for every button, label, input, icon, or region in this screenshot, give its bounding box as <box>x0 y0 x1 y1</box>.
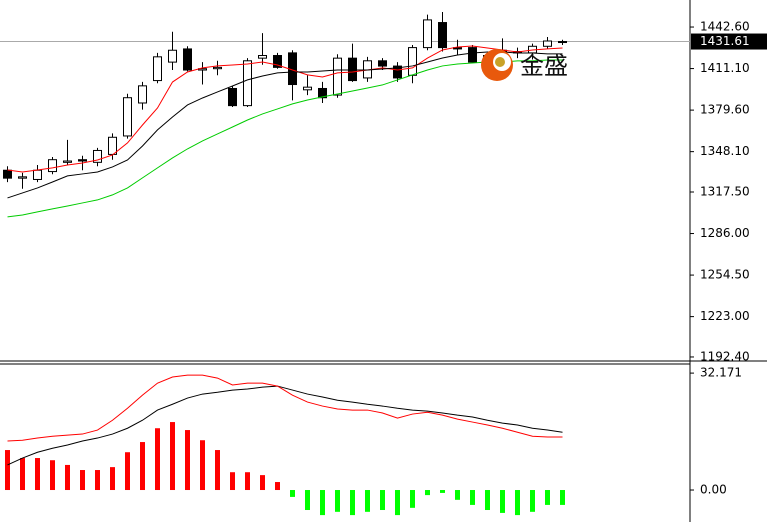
candle-body <box>93 149 102 163</box>
watermark-logo <box>481 49 513 81</box>
last-price-box <box>691 33 767 50</box>
histogram-bar <box>140 442 145 491</box>
histogram-bar <box>275 482 280 491</box>
histogram-bar <box>170 422 175 491</box>
indicator-line <box>7 51 563 199</box>
histogram-bar <box>560 490 565 505</box>
candle-body <box>378 60 387 67</box>
histogram-bar <box>335 490 340 512</box>
candle-body <box>318 87 327 99</box>
candle-body <box>243 60 252 107</box>
histogram-bar <box>530 490 535 512</box>
indicator-line <box>7 45 563 173</box>
y-tick-label: 1348.10 <box>700 144 750 158</box>
candle-body <box>153 56 162 82</box>
y-tick-label: 1192.40 <box>700 349 750 363</box>
histogram-bar <box>245 472 250 491</box>
y-tick-label: 1442.60 <box>700 20 750 34</box>
histogram-bar <box>125 452 130 491</box>
candle-body <box>3 169 12 179</box>
histogram-bar <box>215 450 220 491</box>
histogram-bar <box>440 490 445 493</box>
histogram-bar <box>515 490 520 516</box>
y-tick-label: 32.171 <box>700 366 742 380</box>
y-tick-label: 1223.00 <box>700 309 750 323</box>
histogram-bar <box>95 470 100 491</box>
candle-body <box>258 55 267 59</box>
histogram-bar <box>260 475 265 491</box>
histogram-bar <box>395 490 400 516</box>
logo-circle <box>495 57 505 67</box>
histogram-bar <box>320 490 325 516</box>
histogram-bar <box>80 470 85 491</box>
last-price-label: 1431.61 <box>700 34 750 48</box>
histogram-bar <box>305 490 310 511</box>
candle-body <box>183 48 192 71</box>
histogram-bar <box>455 490 460 500</box>
histogram-bar <box>5 450 10 491</box>
histogram-bar <box>380 490 385 511</box>
candle-body <box>333 57 342 96</box>
candle-body <box>48 159 57 173</box>
histogram-bar <box>410 490 415 508</box>
histogram-bar <box>110 467 115 491</box>
histogram-bar <box>350 490 355 516</box>
histogram-bar <box>545 490 550 505</box>
histogram-bar <box>470 490 475 505</box>
y-tick-label: 1254.50 <box>700 268 750 282</box>
y-tick-label: 0.00 <box>700 483 727 497</box>
candle-body <box>408 47 417 76</box>
histogram-bar <box>200 440 205 491</box>
y-tick-label: 1286.00 <box>700 226 750 240</box>
histogram-bar <box>50 460 55 491</box>
histogram-bar <box>290 490 295 497</box>
y-tick-label: 1317.50 <box>700 185 750 199</box>
histogram-bar <box>230 472 235 491</box>
candle-body <box>228 87 237 107</box>
candle-body <box>63 160 72 163</box>
histogram-bar <box>500 490 505 513</box>
candle-body <box>303 86 312 91</box>
indicator-line <box>7 374 563 442</box>
candle-body <box>348 57 357 82</box>
candle-body <box>168 49 177 63</box>
candle-body <box>78 159 87 162</box>
indicator-line <box>7 59 563 218</box>
histogram-bar <box>65 464 70 491</box>
candle-body <box>18 176 27 179</box>
histogram-bar <box>365 490 370 512</box>
candle-body <box>468 47 477 63</box>
histogram-bar <box>425 490 430 496</box>
candle-body <box>213 66 222 70</box>
watermark: 金盛 <box>520 52 568 80</box>
candle-body <box>543 40 552 47</box>
histogram-bar <box>35 458 40 491</box>
candle-body <box>438 22 447 49</box>
histogram-bar <box>20 458 25 491</box>
y-tick-label: 1411.10 <box>700 61 750 75</box>
indicator-line <box>7 385 563 466</box>
y-tick-label: 1379.60 <box>700 103 750 117</box>
histogram-bar <box>185 430 190 491</box>
histogram-bar <box>155 428 160 491</box>
candle-body <box>123 97 132 137</box>
candle-body <box>423 19 432 49</box>
candle-body <box>393 65 402 79</box>
histogram-bar <box>485 490 490 511</box>
candle-body <box>33 169 42 180</box>
candle-body <box>558 41 567 44</box>
candle-body <box>273 55 282 68</box>
candle-body <box>108 136 117 155</box>
candle-body <box>138 85 147 104</box>
